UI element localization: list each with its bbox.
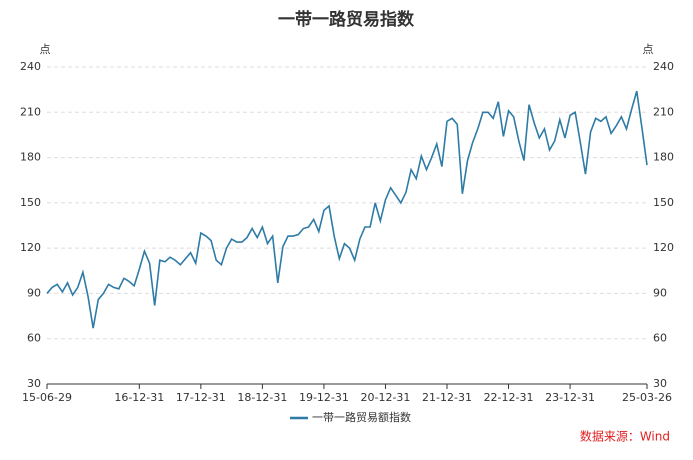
y2-tick-label: 120 [653, 241, 674, 254]
y-tick-label: 240 [20, 60, 41, 73]
y-tick-label: 150 [20, 196, 41, 209]
x-tick-label: 15-06-29 [22, 391, 72, 404]
y-tick-label: 60 [27, 332, 41, 345]
y2-tick-label: 30 [653, 377, 667, 390]
y-tick-label: 120 [20, 241, 41, 254]
y2-tick-label: 90 [653, 286, 667, 299]
x-tick-label: 18-12-31 [237, 391, 287, 404]
line [46, 90, 648, 329]
y-unit: 点 [40, 43, 51, 56]
y2-unit: 点 [643, 43, 654, 56]
x-tick-label: 23-12-31 [545, 391, 595, 404]
legend-label: 一带一路贸易额指数 [312, 410, 411, 424]
x-tick-label: 16-12-31 [114, 391, 164, 404]
chart-title: 一带一路贸易指数 [278, 9, 415, 30]
y-tick-label: 210 [20, 105, 41, 118]
source: 数据来源：Wind [580, 429, 670, 444]
x-tick-label: 22-12-31 [484, 391, 534, 404]
y-tick-label: 180 [20, 151, 41, 164]
y-tick-label: 90 [27, 286, 41, 299]
x-tick-label: 17-12-31 [176, 391, 226, 404]
x-tick-label: 20-12-31 [360, 391, 410, 404]
y2-tick-label: 210 [653, 105, 674, 118]
x-tick-label: 19-12-31 [299, 391, 349, 404]
y-tick-label: 30 [27, 377, 41, 390]
x-tick-label: 21-12-31 [422, 391, 472, 404]
y2-tick-label: 60 [653, 332, 667, 345]
y2-tick-label: 180 [653, 151, 674, 164]
x-tick-label: 25-03-26 [622, 391, 672, 404]
y2-tick-label: 150 [653, 196, 674, 209]
y2-tick-label: 240 [653, 60, 674, 73]
